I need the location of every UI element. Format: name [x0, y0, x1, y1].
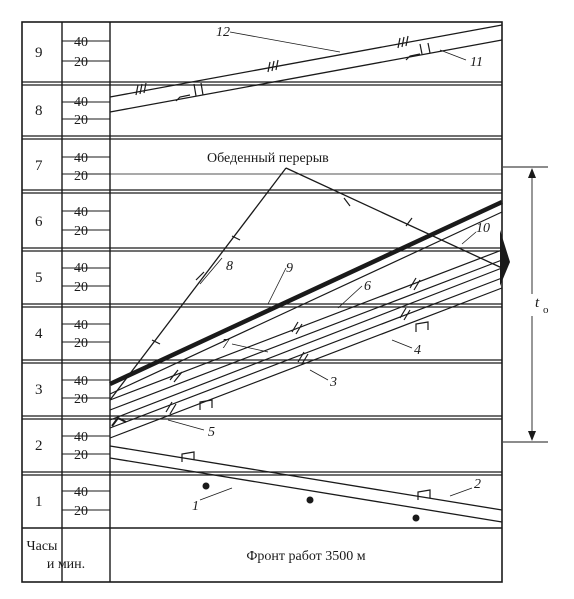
minute-40-h4: 40 [74, 318, 88, 333]
minute-40-h9: 40 [74, 35, 88, 50]
line-12 [109, 24, 503, 98]
minute-20-h3: 20 [74, 392, 88, 407]
marker-dot [412, 514, 420, 522]
hour-7: 7 [35, 158, 43, 174]
line-labels: 1 2 3 4 5 6 7 8 9 10 11 12 [192, 25, 490, 514]
top-lines [109, 24, 503, 113]
minute-40-h3: 40 [74, 374, 88, 389]
marker-dot [202, 482, 210, 490]
label-5: 5 [208, 425, 215, 440]
minute-20-h7: 20 [74, 169, 88, 184]
label-3: 3 [329, 375, 337, 390]
line-1 [109, 457, 503, 523]
minute-40-h6: 40 [74, 205, 88, 220]
minute-40-h1: 40 [74, 485, 88, 500]
label-7: 7 [222, 337, 230, 352]
middle-lines [109, 167, 510, 439]
line-10 [109, 287, 503, 439]
bottom-lines [109, 445, 503, 523]
label-11: 11 [470, 55, 483, 70]
cycle-time-marker: t o [503, 166, 554, 443]
hours-caption-line2: и мин. [47, 557, 85, 572]
front-caption: Фронт работ 3500 м [246, 549, 365, 564]
minute-20-h8: 20 [74, 113, 88, 128]
line-8 [109, 167, 287, 401]
line-9-edge [109, 211, 503, 395]
hours-caption-line1: Часы [27, 539, 59, 554]
label-2: 2 [474, 477, 481, 492]
cycle-time-label: t [535, 295, 540, 311]
minute-20-h5: 20 [74, 280, 88, 295]
minute-40-h5: 40 [74, 261, 88, 276]
hour-1: 1 [35, 494, 43, 510]
diagram-frame [21, 21, 503, 583]
minute-40-h2: 40 [74, 430, 88, 445]
line-11 [109, 39, 503, 113]
minute-labels: 40 20 40 20 40 20 40 20 40 20 40 20 40 2… [74, 35, 88, 519]
hour-9: 9 [35, 45, 43, 61]
label-8: 8 [226, 259, 233, 274]
hour-4: 4 [35, 326, 43, 342]
line-2 [109, 445, 503, 511]
hour-8: 8 [35, 103, 43, 119]
label-6: 6 [364, 279, 371, 294]
line-4 [109, 277, 503, 429]
marker-dot [306, 496, 314, 504]
minute-20-h6: 20 [74, 224, 88, 239]
hour-2: 2 [35, 438, 43, 454]
arrow-head-icon [500, 230, 510, 286]
line-3 [109, 267, 503, 421]
minute-20-h4: 20 [74, 336, 88, 351]
minute-grid [62, 40, 502, 511]
minute-40-h7: 40 [74, 151, 88, 166]
minute-20-h2: 20 [74, 448, 88, 463]
label-9: 9 [286, 261, 293, 276]
minute-40-h8: 40 [74, 95, 88, 110]
label-1: 1 [192, 499, 199, 514]
line-7 [109, 259, 503, 411]
minute-20-h1: 20 [74, 504, 88, 519]
hour-3: 3 [35, 382, 43, 398]
label-10: 10 [476, 221, 490, 236]
hour-grid [22, 81, 502, 476]
label-4: 4 [414, 343, 421, 358]
lunch-break-label: Обеденный перерыв [207, 151, 329, 166]
arrow-up-icon [528, 168, 536, 178]
hour-5: 5 [35, 270, 43, 286]
line-8-return [285, 167, 503, 269]
line-9 [109, 199, 503, 387]
minute-20-h9: 20 [74, 55, 88, 70]
hour-6: 6 [35, 214, 43, 230]
arrow-down-icon [528, 431, 536, 441]
line-6 [109, 249, 503, 401]
label-12: 12 [216, 25, 230, 40]
cycle-time-subscript: o [543, 304, 549, 316]
